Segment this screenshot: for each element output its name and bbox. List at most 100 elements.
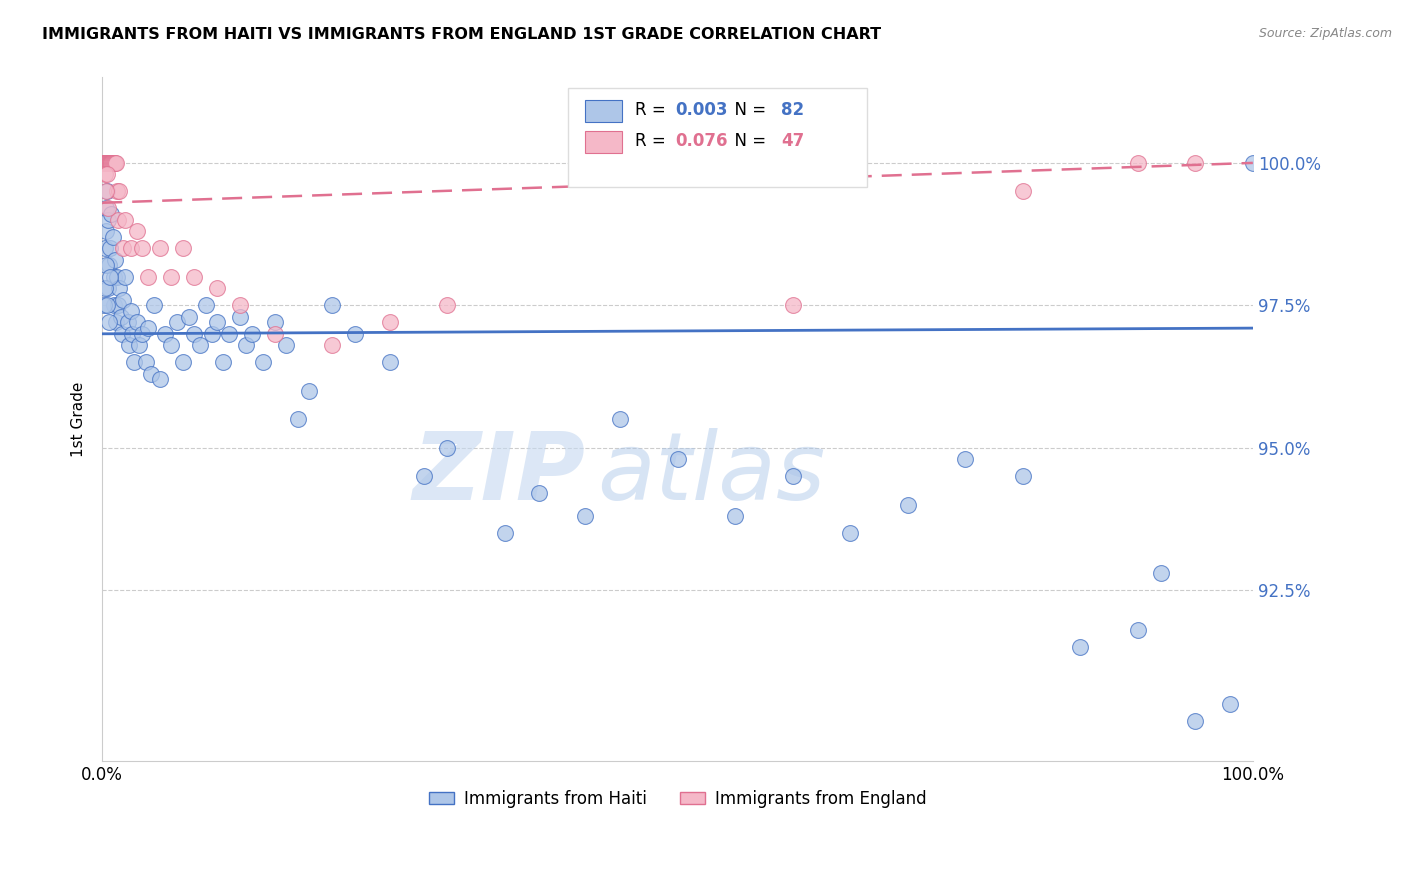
Point	[94, 185, 117, 199]
Point	[114, 269, 136, 284]
Point	[93, 241, 115, 255]
Point	[436, 441, 458, 455]
Point	[107, 212, 129, 227]
Point	[121, 326, 143, 341]
Point	[118, 338, 141, 352]
Point	[93, 156, 115, 170]
Point	[143, 298, 166, 312]
Point	[1126, 623, 1149, 637]
Point	[207, 281, 229, 295]
Point	[103, 298, 125, 312]
Point	[120, 304, 142, 318]
Point	[117, 315, 139, 329]
Text: 82: 82	[782, 102, 804, 120]
Point	[104, 156, 127, 170]
Point	[218, 326, 240, 341]
Point	[194, 298, 217, 312]
Text: atlas: atlas	[598, 428, 825, 519]
Point	[782, 298, 804, 312]
Point	[105, 315, 128, 329]
Point	[97, 281, 120, 295]
Point	[93, 298, 115, 312]
Text: 47: 47	[782, 132, 804, 150]
Point	[298, 384, 321, 398]
Point	[125, 224, 148, 238]
Point	[107, 298, 129, 312]
Legend: Immigrants from Haiti, Immigrants from England: Immigrants from Haiti, Immigrants from E…	[422, 783, 934, 814]
Point	[252, 355, 274, 369]
Point	[139, 367, 162, 381]
Point	[98, 156, 121, 170]
Point	[98, 259, 121, 273]
Point	[529, 486, 551, 500]
Point	[97, 315, 120, 329]
Point	[229, 310, 252, 324]
Point	[96, 259, 118, 273]
Point	[94, 224, 117, 238]
Point	[1011, 469, 1033, 483]
Point	[101, 230, 124, 244]
Point	[98, 156, 121, 170]
Point	[96, 156, 118, 170]
Point	[97, 156, 120, 170]
Point	[160, 338, 183, 352]
Point	[111, 241, 134, 255]
Point	[240, 326, 263, 341]
Point	[1184, 156, 1206, 170]
Text: ZIP: ZIP	[412, 428, 585, 520]
Point	[1184, 714, 1206, 729]
Point	[94, 156, 117, 170]
Point	[120, 241, 142, 255]
Point	[136, 269, 159, 284]
Y-axis label: 1st Grade: 1st Grade	[72, 382, 86, 457]
Text: Source: ZipAtlas.com: Source: ZipAtlas.com	[1258, 27, 1392, 40]
Point	[212, 355, 235, 369]
Point	[108, 185, 131, 199]
Point	[1219, 697, 1241, 711]
Point	[839, 526, 862, 541]
Point	[111, 326, 134, 341]
Point	[1069, 640, 1091, 654]
Point	[96, 156, 118, 170]
Point	[98, 269, 121, 284]
Point	[96, 167, 118, 181]
Point	[97, 202, 120, 216]
Point	[98, 156, 121, 170]
Point	[953, 452, 976, 467]
Point	[104, 252, 127, 267]
Point	[436, 298, 458, 312]
Point	[1150, 566, 1173, 580]
Point	[276, 338, 298, 352]
Point	[101, 156, 124, 170]
Point	[105, 185, 128, 199]
Point	[172, 355, 194, 369]
Point	[155, 326, 177, 341]
Point	[96, 185, 118, 199]
Point	[114, 212, 136, 227]
Point	[97, 212, 120, 227]
Point	[235, 338, 257, 352]
Point	[378, 355, 401, 369]
Point	[897, 498, 920, 512]
Point	[96, 298, 118, 312]
Point	[172, 241, 194, 255]
Point	[200, 326, 222, 341]
Point	[183, 326, 205, 341]
Text: 0.003: 0.003	[675, 102, 728, 120]
Text: N =: N =	[724, 132, 770, 150]
Text: IMMIGRANTS FROM HAITI VS IMMIGRANTS FROM ENGLAND 1ST GRADE CORRELATION CHART: IMMIGRANTS FROM HAITI VS IMMIGRANTS FROM…	[42, 27, 882, 42]
Point	[149, 241, 172, 255]
Point	[166, 315, 188, 329]
Point	[110, 310, 132, 324]
Point	[96, 156, 118, 170]
Point	[160, 269, 183, 284]
Point	[100, 156, 122, 170]
Point	[263, 326, 285, 341]
Point	[128, 338, 150, 352]
FancyBboxPatch shape	[585, 131, 623, 153]
FancyBboxPatch shape	[568, 87, 868, 186]
Point	[1011, 185, 1033, 199]
Point	[131, 241, 153, 255]
Point	[494, 526, 516, 541]
Point	[98, 241, 121, 255]
